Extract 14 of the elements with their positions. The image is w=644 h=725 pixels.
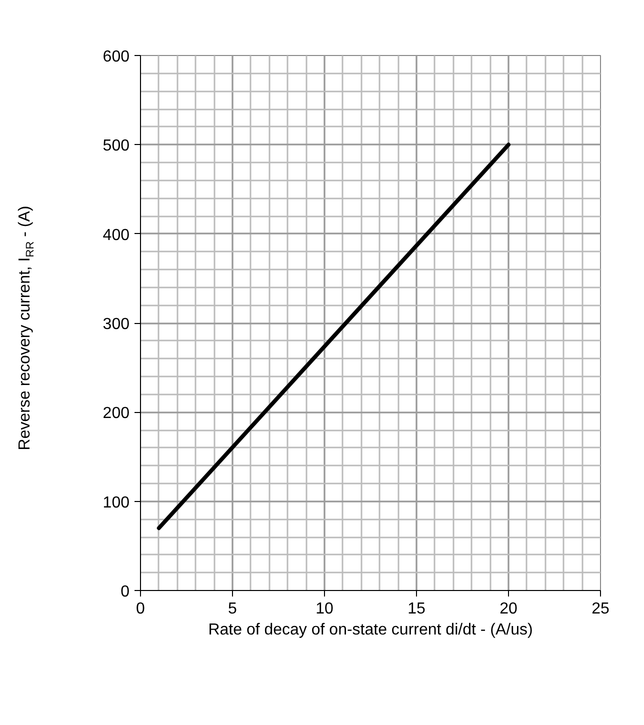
x-axis-title: Rate of decay of on-state current di/dt - (A/us)	[208, 622, 533, 638]
y-tick-label: 600	[102, 48, 130, 66]
x-tick-label: 15	[408, 600, 426, 618]
y-tick-label: 400	[102, 226, 130, 244]
y-tick-label: 300	[102, 316, 130, 333]
x-tick-label: 0	[136, 600, 146, 618]
y-tick-label: 0	[120, 584, 130, 600]
y-tick-label: 200	[102, 405, 130, 422]
x-tick-label: 25	[592, 600, 610, 618]
x-tick-label: 5	[228, 600, 238, 618]
y-tick-label: 100	[102, 494, 130, 512]
x-tick-label: 10	[316, 600, 334, 618]
x-tick-label: 20	[500, 600, 518, 618]
y-tick-label: 500	[102, 138, 130, 155]
